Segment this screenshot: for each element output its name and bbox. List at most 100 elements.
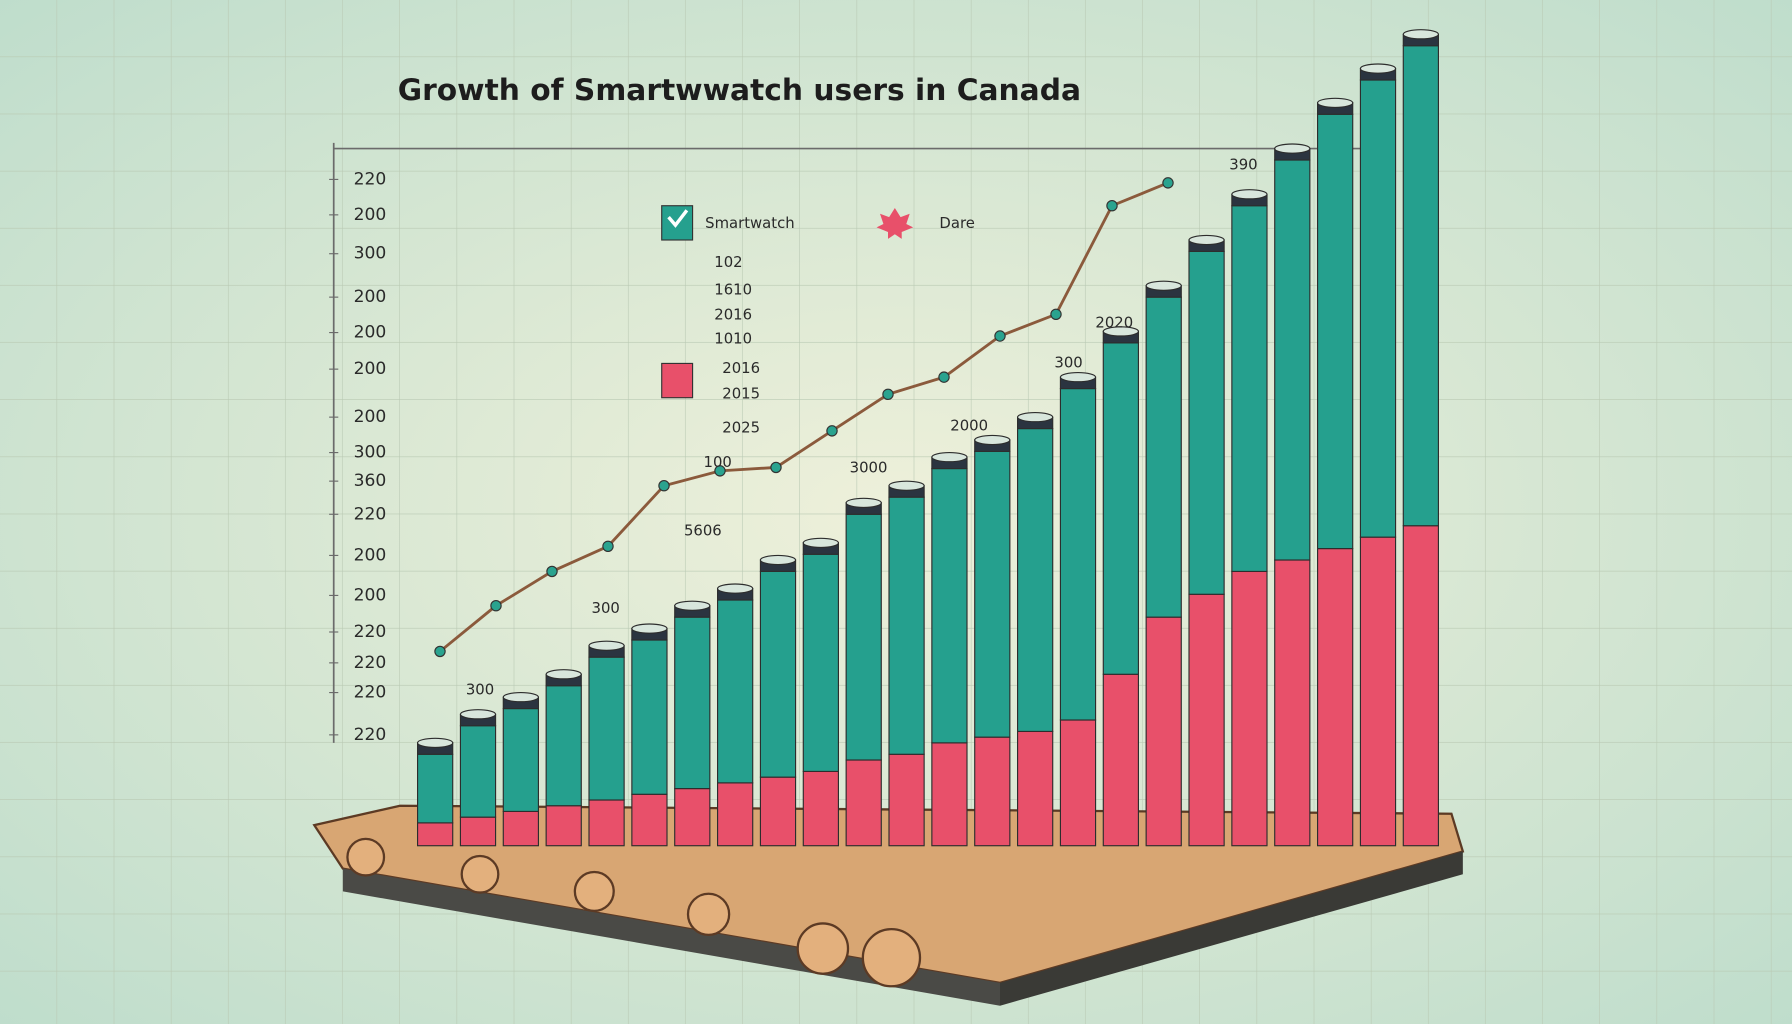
y-tick-label: 200 (354, 287, 387, 307)
bar-segment (1059, 387, 1097, 721)
log (796, 922, 850, 975)
trend-point (602, 540, 614, 552)
bar-cap-top (416, 737, 454, 748)
bar-cap-top (1059, 371, 1097, 383)
bar-cap-top (1317, 97, 1354, 108)
annotation: 300 (592, 599, 620, 617)
legend-label: Dare (939, 214, 974, 232)
bar-cap-top (974, 434, 1011, 446)
y-tick-label: 200 (354, 407, 387, 427)
bar-segment (1102, 673, 1139, 847)
bar-segment (802, 553, 839, 772)
y-tick-label: 200 (354, 585, 387, 605)
bar-segment (631, 793, 668, 847)
bar-segment (1017, 428, 1054, 732)
legend-note: 1610 (714, 280, 752, 298)
bar-segment (931, 467, 968, 744)
logs (346, 837, 922, 988)
trend-point (770, 461, 782, 474)
bar-segment (459, 816, 497, 847)
bar-segment (759, 570, 797, 778)
bar-cap-top (674, 600, 711, 611)
bar-cap-top (717, 583, 754, 594)
bar-segment (1188, 250, 1225, 595)
bar-segment (588, 799, 625, 847)
bar-segment (545, 685, 582, 807)
trend-point (714, 465, 726, 477)
log (686, 892, 731, 936)
trend-point (994, 330, 1006, 342)
annotation: 300 (1054, 353, 1082, 371)
bar-segment (888, 496, 925, 755)
trend-point (938, 371, 950, 383)
bar-segment (1231, 205, 1268, 572)
y-tick-label: 200 (354, 545, 387, 565)
bar-segment (1359, 79, 1397, 538)
bar-cap-top (1231, 189, 1268, 200)
y-tick-label: 360 (354, 471, 387, 491)
bar-segment (802, 770, 839, 847)
bar-segment (1059, 719, 1097, 847)
bar-cap-top (931, 451, 968, 463)
bar-segment (1317, 548, 1354, 847)
trend-point (1050, 308, 1062, 320)
bar-cap-top (802, 537, 839, 548)
bar-segment (717, 782, 754, 847)
legend-note: 2025 (722, 419, 760, 437)
annotation: 300 (466, 680, 494, 698)
bar-segment (1102, 342, 1139, 675)
trend-point (546, 565, 558, 578)
bar-cap-top (1017, 411, 1054, 423)
trend-point (434, 645, 446, 658)
legend-swatch (876, 208, 914, 239)
bar-cap-top (502, 692, 539, 703)
bar-segment (1145, 616, 1182, 847)
y-tick-label: 220 (354, 725, 387, 745)
chart-title: Growth of Smartwwatch users in Canada (398, 73, 1081, 108)
legend-note: 2015 (722, 384, 760, 402)
bar-segment (545, 805, 582, 847)
platform-side (1000, 851, 1463, 1006)
bar-segment (845, 759, 882, 847)
bar-segment (674, 788, 711, 847)
bar-segment (1017, 730, 1054, 847)
trend-point (490, 600, 502, 612)
bar-segment (631, 639, 668, 795)
bar-cap-top (888, 480, 925, 491)
bar-segment (1145, 296, 1182, 618)
trend-point (1106, 199, 1118, 212)
log (346, 837, 386, 877)
bar-segment (416, 753, 454, 824)
legend-note: 102 (714, 253, 742, 271)
bar-segment (974, 736, 1011, 847)
legend-label: Smartwatch (705, 214, 795, 232)
log (460, 854, 500, 894)
bar-cap-top (1359, 63, 1397, 74)
y-tick-label: 220 (354, 504, 387, 524)
annotation: 100 (704, 453, 732, 471)
bar-cap-top (1102, 326, 1139, 337)
annotation: 390 (1229, 156, 1257, 174)
bar-segment (1231, 570, 1268, 847)
bar-cap-top (1402, 29, 1439, 40)
y-tick-label: 220 (354, 683, 387, 703)
annotation: 2000 (950, 416, 988, 434)
bar-segment (502, 708, 539, 812)
trend-point (882, 388, 894, 400)
bar-segment (717, 599, 754, 784)
y-tick-label: 300 (354, 244, 387, 264)
bar-cap-top (545, 669, 582, 680)
annotation: 2020 (1095, 313, 1133, 331)
bar-segment (1317, 113, 1354, 550)
bar-cap-top (1274, 143, 1311, 154)
axis-frame (332, 142, 1360, 743)
legend-swatch (661, 362, 694, 399)
log (861, 928, 922, 988)
bar-segment (759, 776, 797, 847)
bar-cap-top (631, 623, 668, 634)
bar-segment (845, 513, 882, 761)
y-tick-label: 200 (354, 323, 387, 343)
trend-point (1162, 177, 1174, 189)
